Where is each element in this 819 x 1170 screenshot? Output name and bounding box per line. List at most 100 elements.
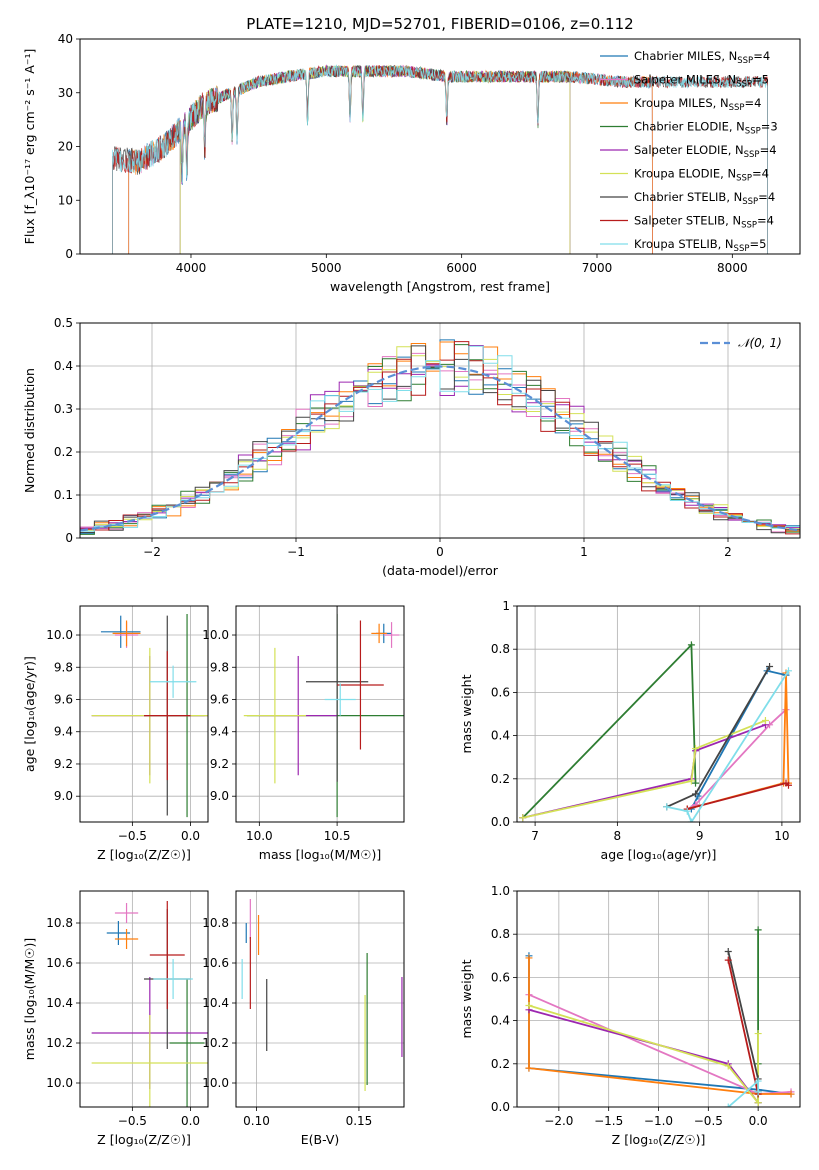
y-tick-label: 9.4 xyxy=(210,725,229,739)
y-tick-label: 0.8 xyxy=(491,927,510,941)
y-tick-label: 10.0 xyxy=(202,628,229,642)
y-tick-label: 10.0 xyxy=(46,628,73,642)
y-tick-label: 9.2 xyxy=(210,757,229,771)
panel-age_vs_mass: 10.0 10.5 9.0 9.2 9.4 9.6 9.8 10.0 mass [log₁₀(M… xyxy=(202,605,405,862)
x-tick-label: 9 xyxy=(696,829,704,843)
plot-area xyxy=(525,926,795,1107)
y-tick-label: 1 xyxy=(502,599,510,613)
y-tick-label: 0.4 xyxy=(491,729,510,743)
weight-line xyxy=(522,723,766,819)
x-tick-label: 0.15 xyxy=(346,1114,373,1128)
x-tick-label: −2 xyxy=(143,545,161,559)
x-tick-label: 7 xyxy=(531,829,539,843)
weight-marker xyxy=(692,779,700,787)
y-tick-label: 10.6 xyxy=(202,956,229,970)
legend-sep: , N xyxy=(718,237,734,251)
x-axis-label: Z [log₁₀(Z/Z☉)] xyxy=(97,1132,191,1147)
legend-eq: = xyxy=(758,190,768,204)
x-tick-label: 2 xyxy=(724,545,732,559)
weight-marker xyxy=(724,956,732,964)
legend-model-name: Chabrier STELIB xyxy=(634,190,726,204)
legend-entry: Kroupa STELIB, NSSP=5 xyxy=(634,237,766,254)
weight-marker xyxy=(687,777,695,785)
y-tick-label: 0.4 xyxy=(54,359,73,373)
plot-area xyxy=(91,614,208,818)
legend-nssp: 4 xyxy=(762,167,769,181)
x-tick-label: 0.10 xyxy=(243,1114,270,1128)
plot-area xyxy=(243,606,404,818)
legend-nssp: 3 xyxy=(770,120,777,134)
x-tick-label: 0.0 xyxy=(181,829,200,843)
legend-entry: Chabrier MILES, NSSP=4 xyxy=(634,49,770,66)
y-tick-label: 0.0 xyxy=(491,1100,510,1114)
weight-line xyxy=(528,1008,759,1104)
x-tick-label: 8 xyxy=(614,829,622,843)
y-tick-label: 9.2 xyxy=(54,757,73,771)
legend-eq: = xyxy=(760,143,770,157)
weight-line xyxy=(690,669,787,810)
legend-eq: = xyxy=(752,167,762,181)
weight-marker xyxy=(519,814,527,822)
weight-line xyxy=(522,642,697,819)
weight-marker xyxy=(525,1064,533,1072)
y-axis-label: Normed distribution xyxy=(22,368,37,493)
plot-area xyxy=(519,641,792,822)
legend-sep: , N xyxy=(713,96,729,110)
legend-sep: , N xyxy=(726,190,742,204)
y-axis-label: mass weight xyxy=(459,959,474,1038)
y-tick-label: 0.3 xyxy=(54,402,73,416)
legend-entry: Kroupa MILES, NSSP=4 xyxy=(634,96,761,113)
weight-marker xyxy=(754,1088,762,1096)
weight-marker xyxy=(692,790,700,798)
weight-line xyxy=(686,709,787,810)
x-tick-label: 6000 xyxy=(446,261,477,275)
legend-model-name: Salpeter MILES xyxy=(634,73,720,87)
y-tick-label: 0 xyxy=(65,247,73,261)
x-axis-label: E(B-V) xyxy=(301,1132,340,1147)
x-tick-label: 7000 xyxy=(582,261,613,275)
axes-frame xyxy=(79,605,209,823)
axes-frame xyxy=(79,322,801,539)
legend-sep: , N xyxy=(720,167,736,181)
x-tick-label: −0.5 xyxy=(118,1114,147,1128)
y-tick-label: 0.2 xyxy=(54,445,73,459)
x-axis-label: Z [log₁₀(Z/Z☉)] xyxy=(612,1132,706,1147)
plot-area xyxy=(112,64,768,254)
x-axis-label: (data-model)/error xyxy=(382,563,499,578)
x-tick-label: 8000 xyxy=(717,261,748,275)
x-tick-label: −1.5 xyxy=(594,1114,623,1128)
figure-title: PLATE=1210, MJD=52701, FIBERID=0106, z=0… xyxy=(246,15,633,33)
legend-entry: Salpeter STELIB, NSSP=4 xyxy=(634,214,774,231)
x-tick-label: 1 xyxy=(580,545,588,559)
legend-sub: SSP xyxy=(736,174,752,184)
plot-area xyxy=(241,899,403,1091)
y-tick-label: 10.6 xyxy=(46,956,73,970)
residual-legend: 𝒩(0, 1) xyxy=(700,336,782,350)
y-tick-label: 9.4 xyxy=(54,725,73,739)
legend-eq: = xyxy=(757,214,767,228)
panel-weight_vs_age: 7 8 9 10 0.0 0.2 0.4 0.6 0.8 1 age [log₁₀(age/yr)]… xyxy=(459,599,801,862)
y-axis-label: Flux [f_λ10⁻¹⁷ erg cm⁻² s⁻¹ A⁻¹] xyxy=(22,49,37,245)
legend-nssp: 4 xyxy=(768,190,775,204)
x-tick-label: 10.5 xyxy=(324,829,351,843)
legend-model-name: Kroupa ELODIE xyxy=(634,167,720,181)
y-tick-label: 9.6 xyxy=(210,692,229,706)
legend-entry: Kroupa ELODIE, NSSP=4 xyxy=(634,167,769,184)
legend-sep: , N xyxy=(728,143,744,157)
legend-sub: SSP xyxy=(742,197,758,207)
panel-spectrum: 4000 5000 6000 7000 8000 0 10 20 30 40 wavelength … xyxy=(22,32,801,294)
x-axis-label: wavelength [Angstrom, rest frame] xyxy=(330,279,550,294)
weight-line xyxy=(528,958,791,1095)
x-tick-label: −2.0 xyxy=(544,1114,573,1128)
y-tick-label: 20 xyxy=(58,140,73,154)
axes-frame xyxy=(235,605,405,823)
legend-sep: , N xyxy=(729,120,745,134)
weight-marker xyxy=(692,745,700,753)
y-tick-label: 0.4 xyxy=(491,1014,510,1028)
legend-nssp: 4 xyxy=(754,96,761,110)
axes-frame xyxy=(235,890,405,1108)
plot-area xyxy=(91,901,208,1107)
y-tick-label: 30 xyxy=(58,86,73,100)
